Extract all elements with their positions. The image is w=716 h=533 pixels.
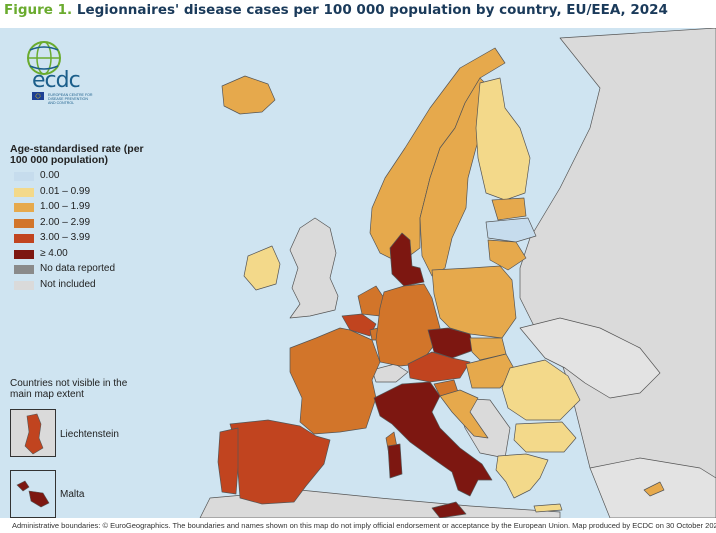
legend-item: 1.00 – 1.99 [10,200,170,216]
legend-swatch [14,218,34,228]
region-cyprus [643,481,665,497]
legend-item: 0.00 [10,169,170,185]
region-greece [495,453,549,499]
legend-item: No data reported [10,262,170,278]
legend-swatch [14,172,34,181]
legend-label: 0.00 [40,170,60,181]
legend-label: ≥ 4.00 [40,247,68,259]
legend-items: 0.00 0.01 – 0.99 1.00 – 1.99 2.00 – 2.99 3.0… [10,169,170,293]
region-poland [431,265,517,339]
region-crete [533,503,563,513]
region-france [289,327,381,435]
region-ireland [243,245,281,291]
inset-label-malta: Malta [60,489,85,500]
ecdc-logo: ecdc EUROPEAN CENTRE FOR DISEASE PREVENT… [10,38,100,108]
legend-label: Not included [40,278,96,290]
legend-label: 2.00 – 2.99 [40,216,91,228]
legend-item: ≥ 4.00 [10,247,170,263]
page-title: Figure 1. Legionnaires' disease cases pe… [4,2,668,18]
region-lithuania [487,239,527,271]
legend-title: Age-standardised rate (per 100 000 popul… [10,143,144,166]
inset-liechtenstein [10,409,56,457]
legend-item: 2.00 – 2.99 [10,216,170,232]
legend-swatch [14,249,34,259]
region-latvia [485,217,537,243]
legend-swatch [14,280,34,290]
region-austria [407,351,471,383]
legend-label: No data reported [40,263,116,274]
region-sweden [419,77,491,277]
legend-item: Not included [10,278,170,294]
legend-swatch [14,203,34,212]
map-area [0,28,716,518]
region-italy [373,381,493,497]
europe-map [199,28,716,518]
ecdc-globe-icon [27,41,61,100]
figure-label: Figure 1. [4,2,73,18]
legend-label: 0.01 – 0.99 [40,185,91,197]
insets-title: Countries not visible in the main map ex… [10,378,128,400]
region-sardinia [387,443,403,479]
logo-wordmark: ecdc [32,68,81,93]
region-finland [475,77,531,201]
legend-swatch [14,265,34,274]
liechtenstein-shape [11,410,55,456]
region-bulgaria [513,421,577,453]
legend-item: 3.00 – 3.99 [10,231,170,247]
title-text: Legionnaires' disease cases per 100 000 … [76,2,668,18]
region-iceland [221,75,276,115]
legend-label: 3.00 – 3.99 [40,232,91,243]
map-legend: Age-standardised rate (per 100 000 popul… [10,144,170,293]
region-romania [501,359,581,421]
footer-note: Administrative boundaries: © EuroGeograp… [12,521,716,530]
inset-label-liechtenstein: Liechtenstein [60,429,119,440]
region-estonia [491,197,527,221]
region-portugal [217,427,239,495]
legend-item: 0.01 – 0.99 [10,185,170,201]
region-switzerland-not-included [371,363,409,383]
malta-shape [16,480,50,508]
legend-swatch [14,234,34,243]
region-denmark [389,232,425,287]
legend-swatch [14,187,34,197]
region-croatia [439,389,489,439]
region-sicily [431,501,467,518]
region-uk-not-included [289,217,339,319]
inset-malta [10,470,56,518]
region-ukraine-not-included [519,317,661,399]
legend-label: 1.00 – 1.99 [40,201,91,212]
logo-subtitle: EUROPEAN CENTRE FOR DISEASE PREVENTION A… [48,93,93,105]
